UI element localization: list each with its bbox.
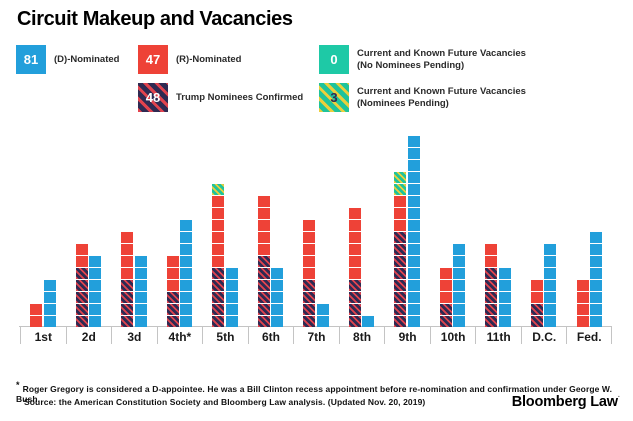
legend-count-d: 81 <box>23 52 39 67</box>
legend-label-d-nominated: (D)-Nominated <box>54 54 120 65</box>
axis-label-7th: 7th <box>293 327 339 344</box>
axis-label-1st: 1st <box>20 327 66 344</box>
footnote-asterisk: * <box>16 380 20 390</box>
legend-swatch-vacancies-pending: 3 <box>319 83 349 112</box>
legend-label-r-nominated: (R)-Nominated <box>176 54 242 65</box>
axis-label-3d: 3d <box>111 327 157 344</box>
legend-count-trump: 48 <box>145 90 161 105</box>
legend-count-vacancies-pending: 3 <box>330 90 338 105</box>
axis-label-11th: 11th <box>475 327 521 344</box>
axis-label-5th: 5th <box>202 327 248 344</box>
axis-label-8th: 8th <box>338 327 385 344</box>
legend-swatch-vacancies-no-nominee: 0 <box>319 45 349 74</box>
legend-count-r: 47 <box>145 52 161 67</box>
chart-title: Circuit Makeup and Vacancies <box>17 8 293 30</box>
axis-label-9th: 9th <box>384 327 430 344</box>
legend-swatch-trump-confirmed: 48 <box>138 83 168 112</box>
axis-label-dc: D.C. <box>520 327 567 344</box>
footnote-line1: * Roger Gregory is considered a D-appoint… <box>16 380 613 404</box>
footnote-source: Source: the American Constitution Societ… <box>24 397 426 407</box>
legend-swatch-r-nominated: 47 <box>138 45 168 74</box>
axis-label-4th: 4th* <box>156 327 203 344</box>
legend-label-vacancies-pending: Current and Known Future Vacancies (Nomi… <box>357 86 526 109</box>
axis-label-10th: 10th <box>429 327 476 344</box>
x-axis-line <box>19 326 612 327</box>
axis-label-6th: 6th <box>247 327 294 344</box>
legend-count-vacancies-no-nominee: 0 <box>330 52 338 67</box>
trademark-mark: · <box>617 394 620 401</box>
bloomberg-law-logo: Bloomberg Law· <box>511 394 621 410</box>
legend-label-vacancies-no-nominee: Current and Known Future Vacancies (No N… <box>357 48 526 71</box>
axis-label-fed: Fed. <box>566 327 612 344</box>
axis-label-2d: 2d <box>65 327 112 344</box>
legend-swatch-d-nominated: 81 <box>16 45 46 74</box>
legend-label-trump-confirmed: Trump Nominees Confirmed <box>176 92 304 103</box>
